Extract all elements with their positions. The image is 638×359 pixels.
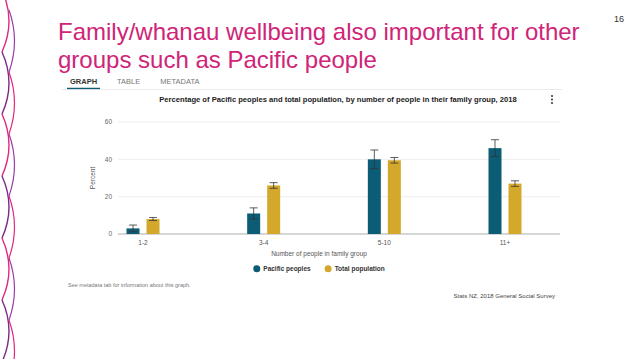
decoration-arc bbox=[9, 134, 15, 196]
legend-swatch bbox=[253, 265, 260, 272]
menu-icon[interactable] bbox=[551, 102, 553, 104]
error-bar bbox=[491, 140, 499, 157]
chart-title: Percentage of Pacific peoples and total … bbox=[159, 95, 516, 104]
x-tick-label: 3-4 bbox=[259, 239, 269, 246]
slide-title: Family/whanau wellbeing also important f… bbox=[58, 18, 580, 73]
error-bar bbox=[149, 218, 157, 221]
error-bar bbox=[390, 157, 398, 163]
y-tick-label: 20 bbox=[105, 193, 113, 200]
y-tick-label: 40 bbox=[105, 156, 113, 163]
legend-swatch bbox=[325, 265, 332, 272]
decoration-arc bbox=[2, 176, 9, 238]
source: Stats NZ, 2018 General Social Survey bbox=[454, 293, 555, 299]
bar bbox=[147, 219, 160, 234]
title-line: groups such as Pacific people bbox=[58, 46, 377, 73]
legend-label: Pacific peoples bbox=[263, 265, 311, 273]
tab[interactable]: GRAPH bbox=[70, 77, 97, 86]
slide-number: 16 bbox=[614, 14, 624, 24]
tab-rule bbox=[62, 89, 562, 90]
decoration-arc bbox=[2, 0, 9, 52]
y-axis-label: Percent bbox=[89, 167, 96, 190]
decoration bbox=[2, 0, 15, 359]
x-tick-label: 5-10 bbox=[378, 239, 391, 246]
error-bar bbox=[250, 208, 258, 219]
bar bbox=[489, 148, 502, 234]
error-bar bbox=[511, 181, 519, 187]
footnote: See metadata tab for information about t… bbox=[68, 282, 191, 288]
decoration-arc bbox=[9, 72, 15, 134]
decoration-arc bbox=[2, 114, 9, 176]
decoration-arc bbox=[2, 238, 9, 300]
legend-label: Total population bbox=[335, 265, 385, 273]
decoration-arc bbox=[9, 258, 15, 320]
menu-icon[interactable] bbox=[551, 98, 553, 100]
bar bbox=[368, 159, 381, 234]
title-line: Family/whanau wellbeing also important f… bbox=[58, 18, 580, 45]
error-bar bbox=[129, 225, 137, 232]
tab[interactable]: TABLE bbox=[117, 77, 140, 86]
x-axis-label: Number of people in family group bbox=[271, 250, 367, 258]
decoration-arc bbox=[9, 320, 15, 359]
x-tick-label: 1-2 bbox=[138, 239, 148, 246]
decoration-arc bbox=[9, 196, 15, 258]
y-tick-label: 60 bbox=[105, 118, 113, 125]
menu-icon[interactable] bbox=[551, 95, 553, 97]
tab[interactable]: METADATA bbox=[160, 77, 199, 86]
grid-line bbox=[118, 122, 560, 123]
grid bbox=[118, 122, 560, 234]
x-tick-label: 11+ bbox=[500, 239, 511, 246]
error-bar bbox=[270, 183, 278, 189]
marks bbox=[127, 140, 522, 234]
error-bar bbox=[370, 150, 378, 169]
bar bbox=[267, 185, 280, 234]
decoration-arc bbox=[2, 52, 9, 114]
bar bbox=[388, 160, 401, 234]
legend: Pacific peoples Total population bbox=[253, 265, 384, 273]
decoration-arc bbox=[2, 300, 9, 359]
bar bbox=[509, 184, 522, 234]
decoration-arc bbox=[9, 10, 15, 72]
y-tick-label: 0 bbox=[108, 230, 112, 237]
slide: 16 Family/whanau wellbeing also important… bbox=[0, 0, 638, 359]
tab-underline bbox=[67, 88, 100, 90]
